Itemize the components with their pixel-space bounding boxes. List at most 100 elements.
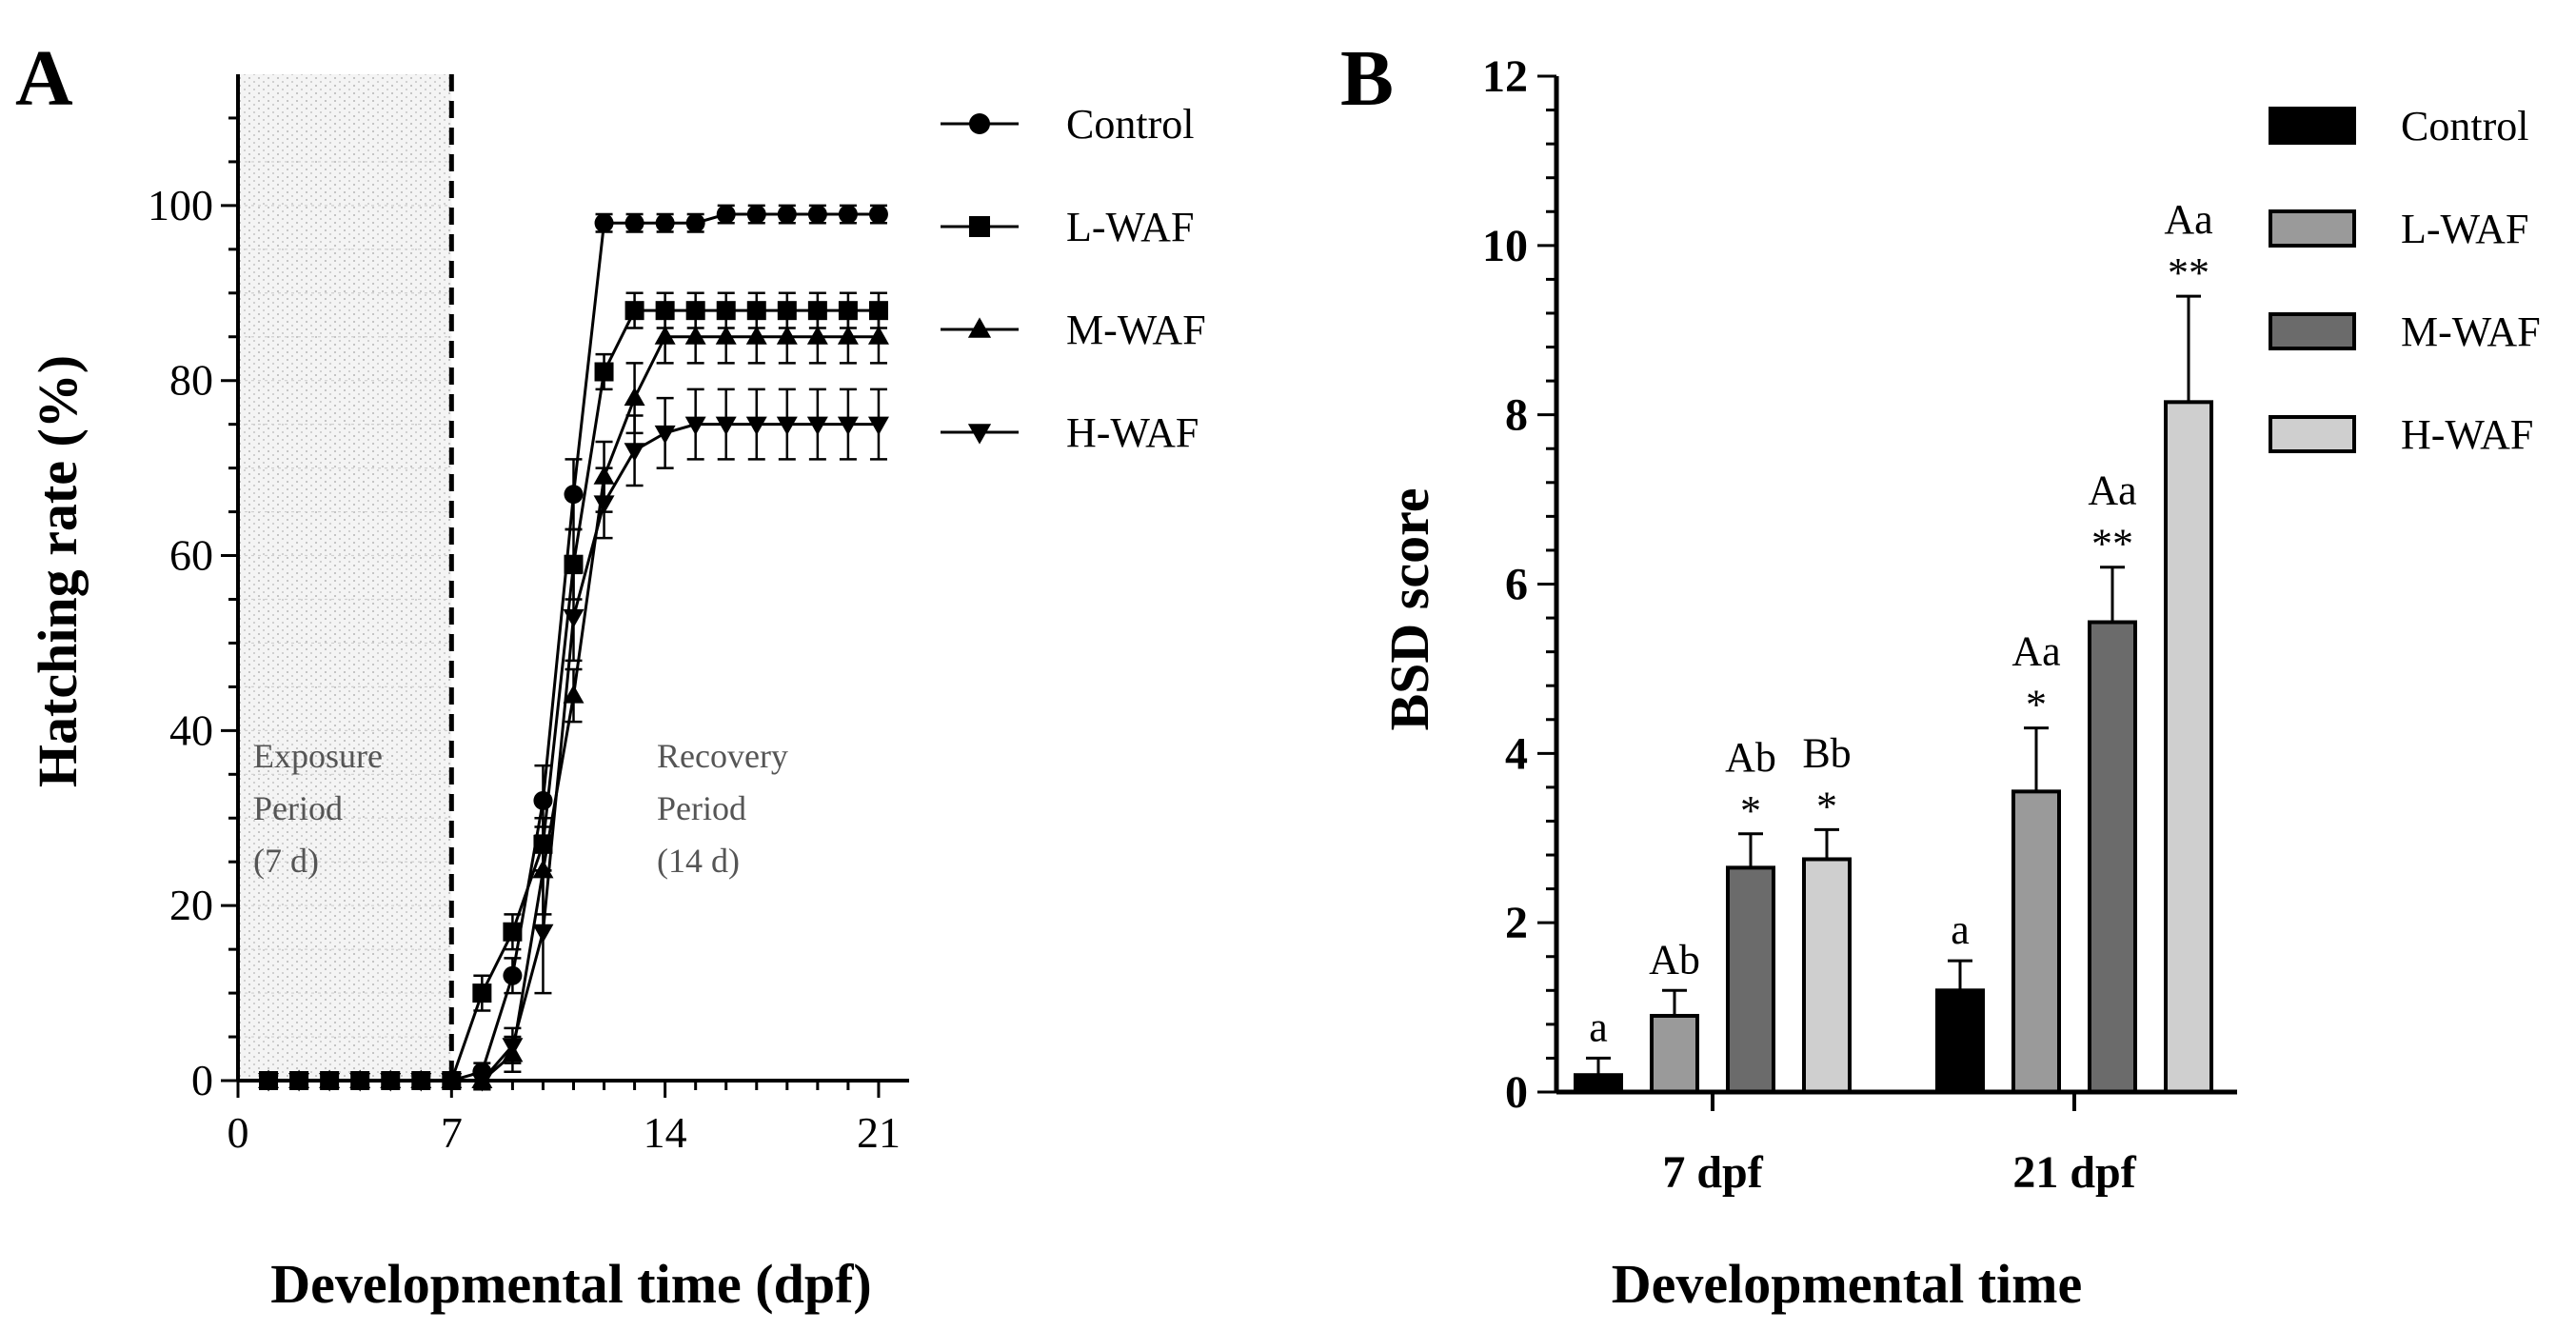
data-point-control	[594, 213, 614, 233]
data-point-control	[716, 205, 736, 225]
recovery-period-label: Period	[657, 789, 746, 827]
data-point-m-waf	[776, 326, 798, 345]
data-point-control	[564, 485, 584, 505]
group-letters: a	[1589, 1003, 1608, 1050]
data-point-l-waf	[503, 922, 523, 942]
data-point-control	[655, 213, 675, 233]
y-tick-label: 100	[148, 181, 213, 229]
bar-l-waf-21dpf	[2011, 789, 2061, 1094]
data-point-h-waf	[563, 608, 585, 628]
bar-h-waf-21dpf	[2164, 400, 2213, 1094]
x-tick-label: 21	[857, 1108, 901, 1157]
data-point-m-waf	[654, 326, 676, 345]
panel-a-y-axis-title: Hatching rate (%)	[27, 355, 89, 787]
data-point-l-waf	[564, 554, 584, 574]
y-tick-label: 10	[1482, 221, 1528, 271]
bar-m-waf-21dpf	[2088, 620, 2137, 1094]
group-letters: Ab	[1649, 936, 1700, 983]
exposure-period-label: (7 d)	[253, 842, 319, 880]
data-point-m-waf	[624, 387, 645, 407]
exposure-period-shade	[238, 74, 452, 1081]
data-point-control	[777, 205, 797, 225]
legend-swatch	[2269, 107, 2356, 145]
significance-stars: **	[2091, 521, 2133, 567]
group-letters: a	[1951, 906, 1970, 953]
panel-b-legend: Control L-WAF M-WAF H-WAF	[2269, 103, 2541, 458]
panel-b-x-axis-title: Developmental time	[1612, 1253, 2082, 1315]
bar-control-7dpf	[1574, 1073, 1623, 1095]
y-tick-label: 4	[1505, 728, 1528, 779]
x-tick-label: 7	[441, 1108, 463, 1157]
data-point-l-waf	[472, 983, 492, 1003]
panel-b-letter: B	[1340, 34, 1394, 123]
significance-stars: **	[2168, 249, 2209, 296]
data-point-h-waf	[745, 416, 767, 436]
legend-marker	[967, 317, 992, 338]
y-tick-label: 40	[169, 705, 213, 754]
y-tick-label: 2	[1505, 898, 1528, 948]
legend-marker	[969, 216, 990, 237]
data-point-m-waf	[867, 326, 889, 345]
y-tick-label: 20	[169, 881, 213, 929]
legend-label: L-WAF	[2401, 206, 2528, 252]
data-point-m-waf	[745, 326, 767, 345]
panel-b-y-axis-title: BSD score	[1378, 487, 1440, 730]
data-point-control	[838, 205, 858, 225]
data-point-m-waf	[563, 685, 585, 704]
data-point-h-waf	[532, 924, 554, 944]
panel-a-legend: Control L-WAF M-WAF H-WAF	[941, 101, 1206, 456]
legend-label: Control	[2401, 103, 2528, 149]
data-point-h-waf	[837, 416, 859, 436]
legend-item-l-waf: L-WAF	[2269, 206, 2528, 252]
data-point-m-waf	[837, 326, 859, 345]
bar-control-21dpf	[1935, 988, 1985, 1095]
significance-stars: *	[1740, 787, 1761, 834]
panel-a-hatching-rate-chart: A Hatching rate (%) Developmental time (…	[15, 34, 1206, 1315]
legend-swatch	[2269, 415, 2356, 453]
legend-marker	[967, 424, 992, 445]
recovery-period-label: (14 d)	[657, 842, 740, 880]
exposure-period-label: Period	[253, 789, 343, 827]
group-letters: Aa	[2011, 628, 2060, 675]
data-point-l-waf	[624, 301, 644, 321]
group-letters: Ab	[1725, 734, 1776, 781]
significance-stars: *	[2026, 682, 2047, 728]
bar-h-waf-7dpf	[1802, 857, 1852, 1095]
panel-a-letter: A	[15, 34, 73, 123]
group-letters: Bb	[1802, 729, 1851, 776]
y-tick-label: 8	[1505, 390, 1528, 441]
legend-label: L-WAF	[1066, 204, 1194, 250]
legend-label: H-WAF	[2401, 411, 2533, 458]
data-point-control	[868, 205, 888, 225]
legend-swatch	[2269, 312, 2356, 350]
x-tick-label: 14	[644, 1108, 687, 1157]
y-tick-label: 0	[1505, 1067, 1528, 1118]
data-point-control	[503, 965, 523, 985]
data-point-control	[624, 213, 644, 233]
panel-b-bsd-score-chart: B BSD score Developmental time 0 2 4 6 8 10 12…	[1340, 34, 2541, 1315]
legend-item-h-waf: H-WAF	[2269, 411, 2533, 458]
data-point-l-waf	[594, 362, 614, 382]
y-tick-label: 6	[1505, 560, 1528, 610]
data-point-h-waf	[776, 416, 798, 436]
data-point-h-waf	[654, 425, 676, 445]
legend-item-m-waf: M-WAF	[2269, 308, 2541, 355]
y-tick-label: 60	[169, 531, 213, 580]
exposure-period-label: Exposure	[253, 737, 383, 775]
data-point-control	[807, 205, 827, 225]
exposure-shade-rect	[238, 74, 452, 1081]
y-tick-label: 0	[191, 1056, 213, 1104]
legend-item-m-waf: M-WAF	[941, 307, 1206, 353]
data-point-m-waf	[684, 326, 706, 345]
legend-item-control: Control	[941, 101, 1194, 148]
legend-swatch	[2269, 209, 2356, 248]
data-point-h-waf	[684, 416, 706, 436]
data-point-h-waf	[502, 1038, 524, 1057]
y-tick-label: 12	[1482, 51, 1528, 102]
x-tick-label: 7 dpf	[1662, 1147, 1763, 1198]
legend-item-l-waf: L-WAF	[941, 204, 1194, 250]
bar-m-waf-7dpf	[1726, 865, 1775, 1095]
data-point-h-waf	[867, 416, 889, 436]
x-tick-label: 0	[228, 1108, 249, 1157]
